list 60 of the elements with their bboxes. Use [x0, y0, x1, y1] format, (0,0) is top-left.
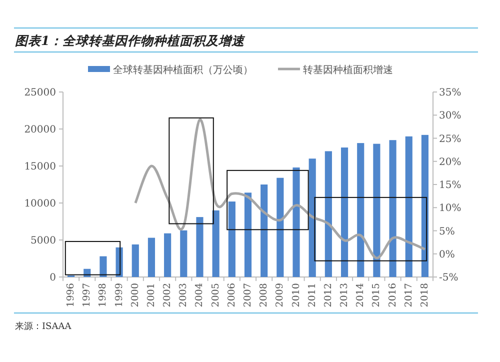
x-tick-label: 2008	[258, 283, 270, 308]
x-tick-label: 2004	[194, 283, 206, 308]
bar	[196, 217, 204, 277]
x-tick-label: 2016	[387, 283, 398, 308]
x-tick-label: 2010	[290, 283, 302, 308]
legend-label: 转基因种植面积增速	[303, 64, 393, 76]
bar	[228, 202, 236, 277]
x-tick-label: 2007	[242, 283, 254, 308]
y-tick-label: 0	[50, 272, 56, 284]
bar	[244, 192, 252, 277]
x-tick-label: 2014	[355, 283, 366, 308]
y-tick-label: 20000	[24, 124, 56, 136]
y-tick-label: 10000	[24, 198, 56, 210]
y2-tick-label: 5%	[439, 226, 455, 238]
bar	[260, 184, 268, 277]
x-tick-label: 2011	[306, 283, 318, 308]
y-tick-label: 15000	[24, 162, 56, 172]
legend-label: 全球转基因种植面积（万公顷）	[113, 64, 253, 76]
x-tick-label: 2018	[419, 283, 430, 308]
x-tick-label: 2002	[162, 283, 174, 308]
y2-tick-label: 20%	[439, 156, 462, 168]
x-tick-label: 1999	[114, 283, 125, 308]
x-tick-label: 2005	[210, 283, 222, 308]
x-tick-label: 2000	[130, 283, 141, 308]
x-tick-label: 2003	[178, 283, 190, 308]
bar	[292, 167, 300, 277]
x-tick-label: 2001	[146, 283, 157, 308]
y2-tick-label: 15%	[439, 180, 462, 191]
bar	[180, 230, 188, 277]
y2-tick-label: 30%	[439, 110, 462, 122]
x-tick-label: 1998	[98, 283, 109, 308]
x-tick-label: 2006	[226, 283, 238, 308]
y2-tick-label: 25%	[439, 134, 462, 145]
bar	[212, 210, 220, 277]
bar	[276, 178, 284, 277]
source-note: 来源：ISAAA	[15, 321, 72, 332]
y-tick-label: 25000	[24, 88, 56, 98]
x-tick-label: 2012	[322, 283, 334, 308]
y2-tick-label: -5%	[439, 272, 458, 284]
bar	[357, 143, 364, 277]
bar	[324, 151, 332, 277]
bar	[148, 238, 156, 277]
chart-title: 图表1：全球转基因作物种植面积及增速	[15, 33, 246, 48]
y-tick-label: 5000	[30, 236, 56, 246]
bar	[389, 140, 396, 277]
x-tick-label: 1997	[82, 283, 93, 308]
y2-tick-label: 35%	[439, 88, 462, 98]
bar	[373, 144, 380, 277]
bar	[100, 256, 107, 277]
bar	[340, 148, 348, 277]
x-tick-label: 2017	[403, 283, 414, 308]
bar	[132, 244, 139, 277]
x-tick-label: 2009	[274, 283, 286, 308]
y2-tick-label: 10%	[439, 203, 462, 214]
bar	[405, 136, 412, 277]
x-tick-label: 2015	[371, 283, 382, 308]
y2-tick-label: 0%	[439, 249, 455, 260]
x-tick-label: 2013	[339, 283, 350, 308]
x-tick-label: 1996	[66, 283, 77, 308]
bar	[164, 233, 172, 277]
